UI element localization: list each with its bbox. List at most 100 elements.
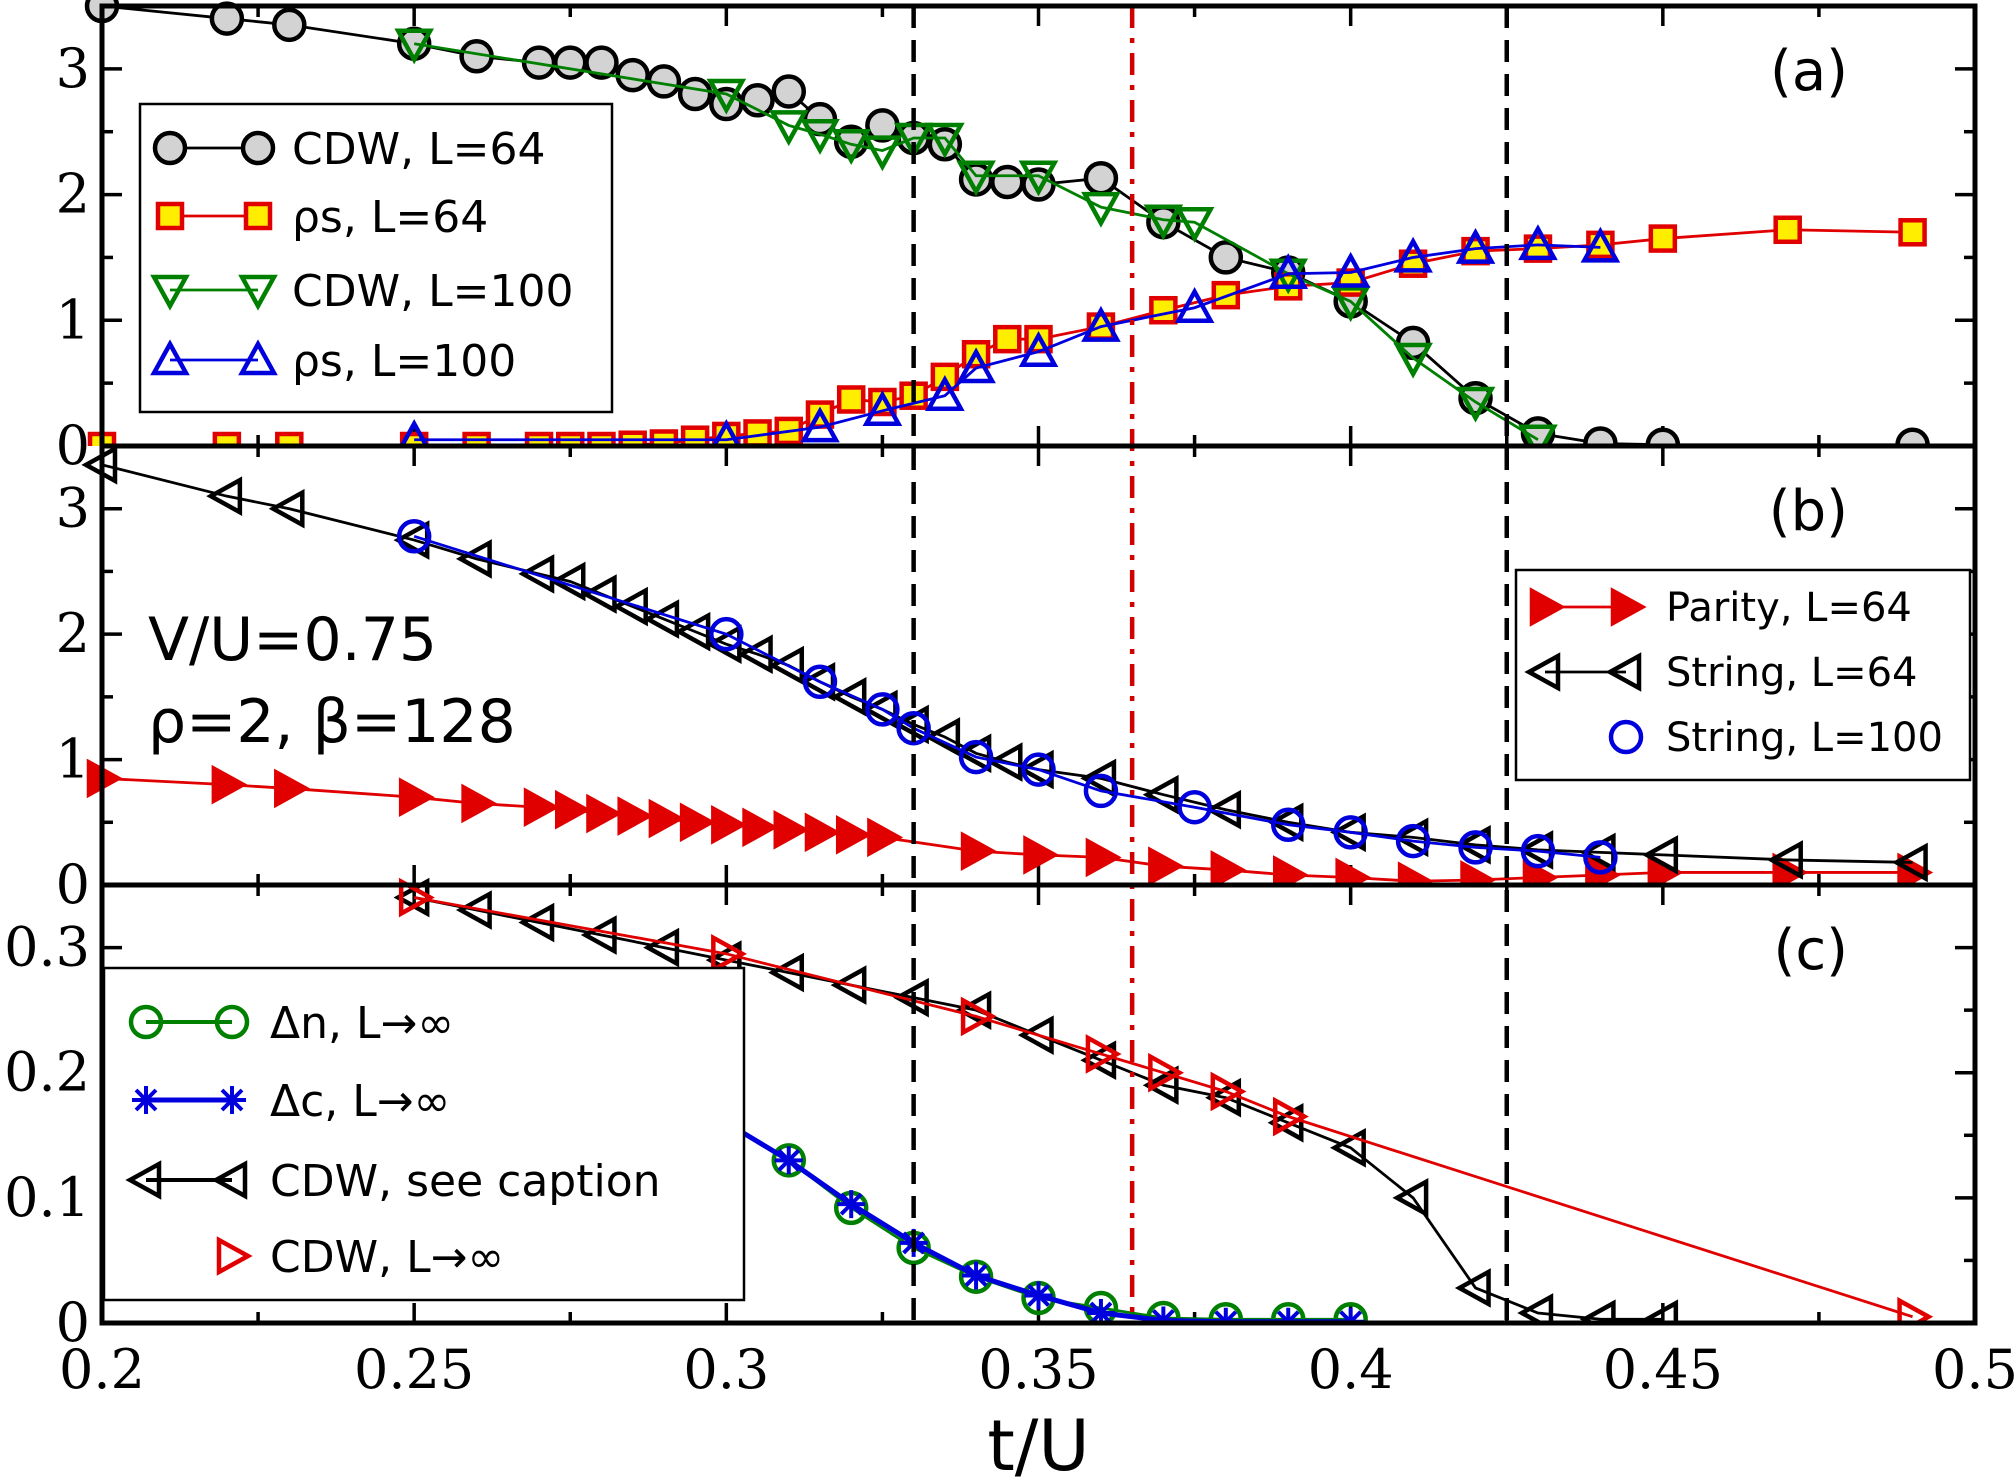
data-point bbox=[648, 798, 685, 839]
data-point bbox=[1393, 342, 1433, 379]
data-point bbox=[1648, 224, 1678, 253]
series-b-2 bbox=[396, 519, 1618, 875]
data-point bbox=[804, 812, 841, 853]
series-line bbox=[101, 463, 1913, 864]
data-point bbox=[1520, 833, 1556, 869]
y-tick-label: 0.2 bbox=[4, 1041, 90, 1104]
data-point bbox=[956, 160, 996, 197]
data-point bbox=[523, 787, 560, 828]
y-tick-label: 0 bbox=[56, 414, 90, 477]
data-point bbox=[1210, 850, 1247, 885]
data-point bbox=[742, 807, 779, 848]
data-point bbox=[1518, 224, 1558, 261]
data-point bbox=[272, 7, 307, 43]
vertical-reference-lines bbox=[911, 6, 1509, 1323]
data-point bbox=[1085, 837, 1122, 878]
data-point bbox=[958, 739, 994, 775]
legend-c: Δn, L→∞ Δc, L→∞ CDW, see caption CDW, L→∞ bbox=[102, 966, 746, 1302]
data-point bbox=[711, 804, 747, 845]
parameter-annotation: ρ=2, β=128 bbox=[148, 687, 516, 757]
data-point bbox=[1579, 1299, 1616, 1323]
data-point bbox=[736, 634, 773, 675]
data-point bbox=[1333, 815, 1368, 850]
data-point bbox=[711, 934, 747, 974]
series-line bbox=[413, 896, 1913, 1319]
data-point bbox=[771, 1143, 807, 1178]
data-point bbox=[830, 677, 867, 717]
data-point bbox=[1149, 1306, 1178, 1323]
y-tick-label: 1 bbox=[56, 288, 90, 351]
data-point bbox=[709, 616, 744, 652]
data-point bbox=[1773, 215, 1802, 245]
data-point bbox=[1335, 857, 1372, 885]
legend-label: Δn, L→∞ bbox=[270, 998, 454, 1049]
legend-marker bbox=[243, 201, 273, 231]
legend-marker bbox=[216, 1236, 253, 1276]
data-point bbox=[867, 817, 904, 858]
data-point bbox=[1148, 846, 1185, 885]
data-point bbox=[711, 419, 742, 446]
data-point bbox=[1268, 253, 1309, 290]
data-point bbox=[1460, 860, 1497, 885]
data-point bbox=[584, 45, 619, 80]
legend-marker bbox=[125, 1160, 162, 1200]
data-point bbox=[555, 789, 591, 830]
y-tick-label: 3 bbox=[56, 477, 90, 540]
data-point bbox=[862, 390, 903, 427]
data-point bbox=[1148, 1052, 1185, 1093]
data-point bbox=[649, 429, 679, 446]
data-point bbox=[1270, 1302, 1306, 1323]
data-point bbox=[398, 777, 435, 818]
data-point bbox=[679, 802, 716, 843]
data-point bbox=[960, 831, 997, 871]
data-point bbox=[1018, 331, 1059, 367]
data-point bbox=[837, 1190, 866, 1219]
data-point bbox=[1395, 823, 1431, 859]
legend-marker bbox=[238, 339, 278, 376]
annotations: (a) (b) V/U=0.75 ρ=2, β=128 (c) bbox=[148, 39, 1848, 983]
data-point bbox=[1024, 1281, 1053, 1310]
data-point bbox=[268, 488, 305, 529]
data-point bbox=[956, 347, 996, 384]
data-point bbox=[1330, 286, 1371, 323]
data-point bbox=[1642, 1299, 1679, 1323]
data-point bbox=[800, 406, 840, 443]
data-point bbox=[394, 28, 434, 65]
panel-b: 0 1 2 3 bbox=[56, 444, 1977, 916]
legend-box bbox=[1514, 568, 1972, 782]
x-axis: 0.2 0.25 0.3 0.35 0.4 0.45 0.5 t/U bbox=[59, 1338, 2016, 1483]
data-point bbox=[275, 431, 304, 446]
data-point bbox=[1897, 1296, 1934, 1323]
data-point bbox=[774, 1146, 803, 1175]
data-point bbox=[1083, 160, 1119, 196]
legend-marker bbox=[214, 1004, 250, 1040]
legend-label: Parity, L=64 bbox=[1666, 585, 1912, 631]
data-point bbox=[924, 717, 961, 757]
data-point bbox=[835, 815, 872, 855]
data-point bbox=[1272, 1096, 1309, 1137]
data-point bbox=[990, 164, 1025, 200]
data-point bbox=[1583, 426, 1618, 446]
legend-marker bbox=[240, 130, 276, 166]
data-point bbox=[1081, 191, 1121, 228]
legend-label: CDW, L→∞ bbox=[270, 1232, 504, 1283]
panel-frames bbox=[99, 3, 1978, 1326]
legend-label: CDW, L=64 bbox=[292, 124, 545, 175]
data-point bbox=[212, 431, 242, 446]
series-line bbox=[413, 534, 1601, 859]
series-c-2 bbox=[393, 877, 1679, 1323]
series-line bbox=[102, 228, 1913, 446]
data-point bbox=[399, 419, 430, 446]
legend-label: ρs, L=100 bbox=[292, 336, 516, 387]
data-point bbox=[1767, 840, 1803, 880]
data-point bbox=[831, 129, 872, 165]
x-tick-label: 0.2 bbox=[59, 1338, 145, 1401]
data-point bbox=[1898, 218, 1927, 247]
data-point bbox=[1330, 1127, 1366, 1168]
data-point bbox=[1143, 204, 1184, 241]
data-point bbox=[518, 554, 555, 594]
data-point bbox=[1455, 386, 1496, 423]
x-tick-label: 0.4 bbox=[1308, 1338, 1394, 1401]
data-point bbox=[396, 519, 432, 554]
